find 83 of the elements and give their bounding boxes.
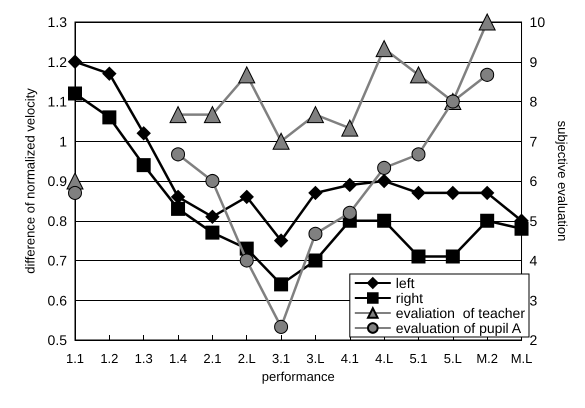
point (410, 66, 427, 84)
point (377, 160, 392, 175)
point (514, 222, 529, 236)
point (411, 147, 426, 162)
point (446, 250, 460, 264)
point (341, 120, 358, 137)
y-axis-title: difference of normalized velocity (22, 88, 38, 274)
point (274, 277, 288, 292)
x-tick-label: M.L (510, 351, 532, 366)
point (377, 214, 392, 228)
y-tick-label: 1.2 (48, 54, 68, 70)
y2-axis-title: subjective evaluation (555, 120, 570, 242)
y-tick-label: 0.8 (48, 212, 68, 229)
y-tick-label: 1 (59, 133, 68, 150)
x-tick-label: M.2 (476, 351, 498, 366)
y2-tick-label: 4 (530, 252, 538, 268)
point (240, 190, 254, 204)
point (480, 186, 494, 200)
y-tick-label: 0.9 (48, 173, 68, 189)
y-tick-label: 0.6 (48, 292, 68, 308)
x-tick-label: 2.L (238, 351, 256, 366)
legend-label: left (396, 275, 415, 291)
point (446, 186, 460, 200)
y2-tick-label: 6 (530, 173, 538, 189)
y2-tick-label: 5 (530, 212, 538, 229)
point (274, 234, 288, 248)
point (102, 110, 116, 124)
point (306, 106, 324, 124)
y2-tick-label: 3 (530, 292, 538, 308)
x-tick-label: 1.3 (134, 351, 153, 366)
x-axis-title: performance (262, 369, 335, 384)
point (411, 186, 426, 200)
point (68, 86, 82, 101)
point (274, 320, 288, 334)
x-tick-label: 1.1 (66, 351, 84, 366)
point (170, 106, 187, 124)
x-tick-label: 1.2 (100, 351, 118, 366)
y2-tick-label: 8 (530, 94, 538, 110)
x-tick-label: 5.1 (409, 351, 428, 366)
point (308, 254, 322, 268)
point (480, 68, 494, 82)
y2-tick-label: 9 (530, 54, 538, 70)
point (480, 214, 494, 228)
y-tick-label: 1.3 (48, 14, 68, 30)
point (136, 158, 151, 172)
point (240, 254, 254, 268)
point (376, 40, 393, 58)
point (171, 190, 186, 204)
y2-tick-label: 10 (530, 14, 546, 30)
point (204, 106, 221, 124)
point (238, 66, 256, 84)
x-tick-label: 4.L (375, 351, 394, 366)
point (102, 66, 116, 81)
x-tick-label: 3.L (306, 351, 324, 366)
x-tick-label: 5.L (444, 351, 462, 366)
point (377, 174, 392, 188)
point (171, 202, 186, 216)
y2-tick-label: 2 (530, 332, 538, 348)
legend-label: evaliation of teacher (396, 305, 526, 321)
point (478, 14, 496, 30)
legend-label: evaluation of pupil A (396, 320, 522, 336)
point (68, 186, 82, 200)
y-tick-label: 1.1 (48, 94, 68, 110)
point (308, 186, 322, 200)
point (68, 54, 82, 69)
point (272, 132, 290, 150)
point (308, 226, 322, 241)
point (342, 206, 357, 220)
y-tick-label: 0.7 (48, 252, 68, 268)
point (411, 250, 426, 264)
x-tick-label: 4.1 (340, 351, 359, 366)
point (342, 178, 357, 192)
y2-tick-label: 7 (530, 133, 538, 150)
point (205, 174, 220, 188)
point (205, 210, 220, 224)
x-tick-label: 1.4 (169, 351, 188, 366)
point (205, 226, 220, 240)
point (136, 126, 151, 140)
x-tick-label: 3.1 (272, 351, 290, 366)
x-tick-label: 2.1 (203, 351, 222, 366)
legend-label: right (396, 290, 424, 306)
y-tick-label: 0.5 (48, 332, 68, 348)
point (171, 147, 186, 162)
